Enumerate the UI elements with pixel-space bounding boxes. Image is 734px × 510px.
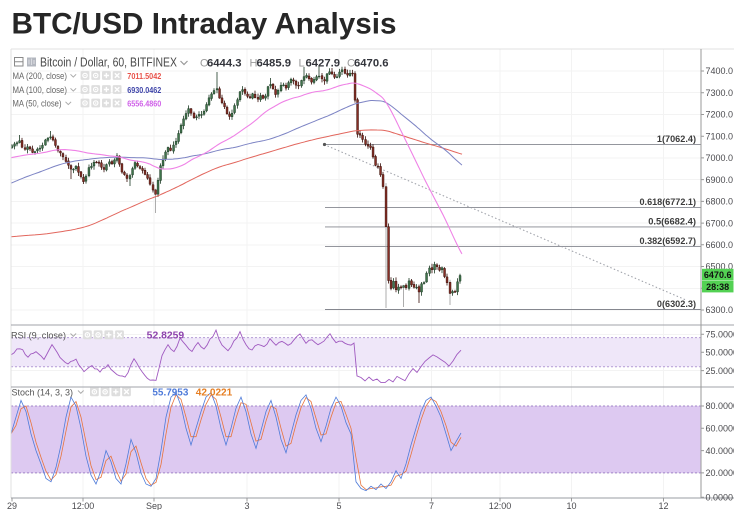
svg-text:3: 3 bbox=[244, 501, 249, 510]
svg-text:6556.4860: 6556.4860 bbox=[127, 98, 161, 108]
svg-text:0.0000: 0.0000 bbox=[706, 493, 734, 503]
svg-text:7100.0: 7100.0 bbox=[706, 131, 734, 141]
svg-text:RSI (9, close): RSI (9, close) bbox=[11, 330, 66, 341]
svg-text:6700.0: 6700.0 bbox=[706, 218, 734, 228]
svg-text:L: L bbox=[299, 58, 305, 70]
svg-text:0(6302.3): 0(6302.3) bbox=[657, 299, 696, 310]
svg-text:0.618(6772.1): 0.618(6772.1) bbox=[640, 197, 697, 208]
svg-text:12: 12 bbox=[658, 501, 668, 510]
svg-text:7400.0: 7400.0 bbox=[706, 66, 734, 76]
svg-text:80.0000: 80.0000 bbox=[706, 401, 734, 411]
svg-text:O: O bbox=[200, 58, 209, 70]
svg-text:42.0221: 42.0221 bbox=[196, 387, 233, 398]
svg-text:6444.3: 6444.3 bbox=[207, 58, 242, 70]
svg-text:6300.0: 6300.0 bbox=[706, 305, 734, 315]
svg-text:20.0000: 20.0000 bbox=[706, 468, 734, 478]
svg-text:6930.0462: 6930.0462 bbox=[127, 85, 161, 95]
svg-text:C: C bbox=[347, 58, 355, 70]
svg-text:MA (50, close): MA (50, close) bbox=[13, 98, 62, 108]
svg-text:50.0000: 50.0000 bbox=[706, 347, 734, 357]
svg-text:6600.0: 6600.0 bbox=[706, 240, 734, 250]
svg-text:10: 10 bbox=[566, 501, 576, 510]
svg-text:7200.0: 7200.0 bbox=[706, 110, 734, 120]
svg-text:6470.6: 6470.6 bbox=[354, 58, 389, 70]
svg-text:6500.0: 6500.0 bbox=[706, 262, 734, 272]
svg-text:Bitcoin / Dollar, 60, BITFINEX: Bitcoin / Dollar, 60, BITFINEX bbox=[40, 56, 178, 70]
svg-text:MA (200, close): MA (200, close) bbox=[13, 71, 68, 81]
svg-text:12:00: 12:00 bbox=[72, 501, 95, 510]
svg-text:52.8259: 52.8259 bbox=[147, 330, 185, 341]
svg-text:1(7062.4): 1(7062.4) bbox=[657, 134, 696, 145]
svg-text:25.0000: 25.0000 bbox=[706, 366, 734, 376]
svg-text:28:38: 28:38 bbox=[706, 282, 729, 292]
svg-text:75.0000: 75.0000 bbox=[706, 330, 734, 340]
svg-text:12:00: 12:00 bbox=[489, 501, 512, 510]
svg-text:7011.5042: 7011.5042 bbox=[127, 71, 161, 81]
svg-text:7000.0: 7000.0 bbox=[706, 153, 734, 163]
svg-text:55.7953: 55.7953 bbox=[152, 387, 188, 398]
svg-text:0.5(6682.4): 0.5(6682.4) bbox=[648, 216, 696, 227]
svg-text:6485.9: 6485.9 bbox=[257, 58, 292, 70]
svg-text:5: 5 bbox=[336, 501, 341, 510]
svg-text:29: 29 bbox=[7, 501, 17, 510]
svg-text:40.0000: 40.0000 bbox=[706, 446, 734, 456]
svg-text:6427.9: 6427.9 bbox=[306, 58, 341, 70]
svg-text:7300.0: 7300.0 bbox=[706, 88, 734, 98]
svg-text:7: 7 bbox=[429, 501, 434, 510]
svg-text:60.0000: 60.0000 bbox=[706, 424, 734, 434]
svg-text:0.382(6592.7): 0.382(6592.7) bbox=[640, 236, 697, 247]
svg-text:H: H bbox=[250, 58, 258, 70]
svg-text:MA (100, close): MA (100, close) bbox=[13, 85, 68, 95]
svg-text:Sep: Sep bbox=[146, 501, 162, 510]
svg-text:Stoch (14, 3, 3): Stoch (14, 3, 3) bbox=[12, 387, 74, 398]
svg-text:6470.6: 6470.6 bbox=[704, 270, 732, 280]
svg-text:BTC/USD Intraday Analysis: BTC/USD Intraday Analysis bbox=[12, 8, 397, 41]
svg-text:6900.0: 6900.0 bbox=[706, 175, 734, 185]
svg-text:6800.0: 6800.0 bbox=[706, 197, 734, 207]
